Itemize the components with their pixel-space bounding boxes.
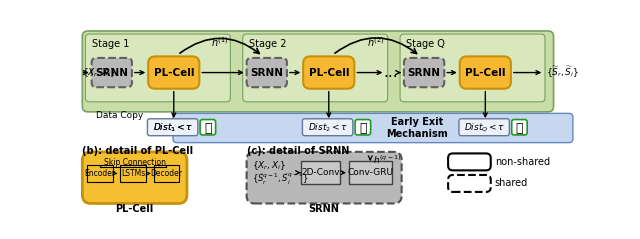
Bar (87, 165, 113, 182)
Text: Encoder: Encoder (84, 169, 115, 178)
Text: SRNN: SRNN (95, 68, 128, 78)
Text: 2D-Conv: 2D-Conv (301, 168, 340, 177)
Text: PL-Cell: PL-Cell (154, 68, 194, 78)
FancyBboxPatch shape (173, 113, 573, 143)
Text: LSTMs: LSTMs (121, 169, 145, 178)
Text: Data Copy: Data Copy (95, 111, 143, 120)
Text: $Dist_1 < \tau$: $Dist_1 < \tau$ (153, 122, 193, 134)
Text: PL-Cell: PL-Cell (465, 68, 506, 78)
FancyBboxPatch shape (303, 56, 355, 89)
FancyBboxPatch shape (246, 152, 402, 203)
FancyBboxPatch shape (448, 153, 491, 170)
FancyBboxPatch shape (404, 58, 444, 87)
Text: non-shared: non-shared (495, 157, 550, 167)
Text: Stage 2: Stage 2 (249, 39, 287, 49)
FancyArrowPatch shape (180, 38, 259, 54)
Bar (120, 165, 146, 182)
Text: 🏃: 🏃 (204, 121, 212, 135)
Text: SRNN: SRNN (250, 68, 284, 78)
FancyBboxPatch shape (400, 34, 545, 102)
Text: PL-Cell: PL-Cell (115, 204, 154, 214)
Text: 🏃: 🏃 (516, 121, 523, 135)
Text: Early Exit
Mechanism: Early Exit Mechanism (387, 117, 448, 139)
FancyBboxPatch shape (303, 119, 353, 136)
FancyBboxPatch shape (148, 56, 199, 89)
Text: $\{\widetilde{S}_r^{q-1}, \widetilde{S}_i^{q-1}\}$: $\{\widetilde{S}_r^{q-1}, \widetilde{S}_… (252, 171, 308, 187)
Text: $\{\widetilde{S}_r, \widetilde{S}_i\}$: $\{\widetilde{S}_r, \widetilde{S}_i\}$ (546, 65, 579, 80)
Text: ...: ... (383, 65, 398, 80)
FancyBboxPatch shape (147, 119, 198, 136)
FancyArrowPatch shape (335, 38, 417, 54)
Text: $h^{(1)}$: $h^{(1)}$ (211, 35, 229, 49)
FancyBboxPatch shape (83, 31, 554, 112)
Text: Decoder: Decoder (150, 169, 182, 178)
FancyBboxPatch shape (511, 120, 527, 135)
Text: $h^{(2)}$: $h^{(2)}$ (367, 35, 385, 49)
Text: shared: shared (495, 179, 528, 188)
Text: SRNN: SRNN (408, 68, 440, 78)
Text: Skip Connection: Skip Connection (104, 158, 166, 167)
Text: Stage Q: Stage Q (406, 39, 445, 49)
Text: PL-Cell: PL-Cell (308, 68, 349, 78)
FancyBboxPatch shape (85, 34, 230, 102)
Bar (301, 161, 340, 184)
FancyBboxPatch shape (92, 58, 132, 87)
Bar (154, 165, 179, 182)
Bar (349, 161, 392, 184)
Text: 🏃: 🏃 (359, 121, 367, 135)
FancyBboxPatch shape (200, 120, 216, 135)
FancyBboxPatch shape (243, 34, 388, 102)
Text: (c): detail of SRNN: (c): detail of SRNN (246, 146, 349, 156)
FancyBboxPatch shape (83, 152, 187, 203)
Text: SRNN: SRNN (308, 204, 340, 214)
FancyBboxPatch shape (460, 56, 511, 89)
Text: $Dist_1 < \tau$: $Dist_1 < \tau$ (153, 122, 193, 134)
FancyBboxPatch shape (355, 120, 371, 135)
Text: $\{X_r, X_i\}$: $\{X_r, X_i\}$ (252, 159, 286, 172)
Text: $\{X_r,X_i\}$: $\{X_r,X_i\}$ (81, 66, 116, 79)
Text: $Dist_2 < \tau$: $Dist_2 < \tau$ (308, 122, 348, 134)
Text: (b): detail of PL-Cell: (b): detail of PL-Cell (83, 146, 193, 156)
Text: $Dist_Q < \tau$: $Dist_Q < \tau$ (464, 122, 505, 134)
Text: Conv-GRU: Conv-GRU (348, 168, 393, 177)
FancyBboxPatch shape (448, 175, 491, 192)
FancyBboxPatch shape (459, 119, 509, 136)
FancyBboxPatch shape (246, 58, 287, 87)
Text: $h^{(q-1)}$: $h^{(q-1)}$ (372, 153, 401, 166)
Text: Stage 1: Stage 1 (92, 39, 129, 49)
